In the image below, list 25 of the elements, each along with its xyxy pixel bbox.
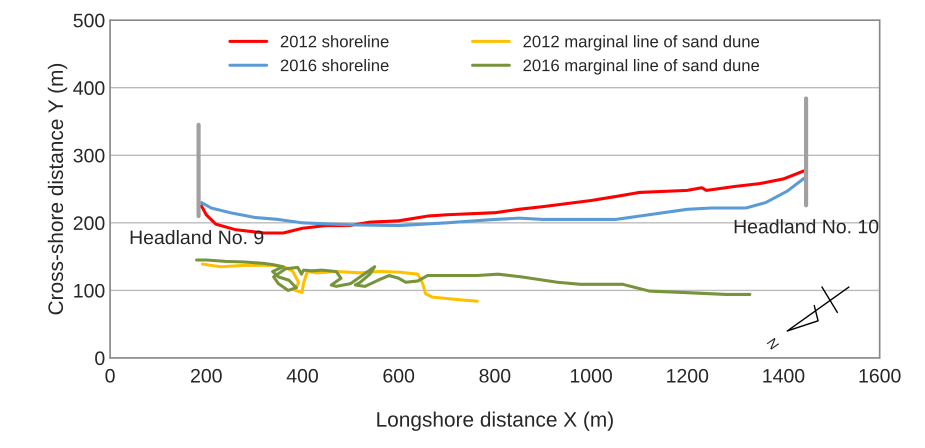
annotation: N [766,338,780,350]
y-tick-label: 100 [74,284,104,298]
y-tick-label: 400 [73,81,104,95]
x-tick-label: 0 [105,368,115,383]
x-tick-label: 200 [191,368,222,383]
legend-label: 2016 marginal line of sand dune [523,59,760,75]
y-tick-label: 200 [74,216,104,230]
annotation: Headland No. 9 [130,230,264,244]
y-tick-label: 0 [95,351,104,366]
legend-label: 2016 shoreline [280,59,389,72]
x-tick-label: 1600 [860,368,901,383]
y-axis-title: Cross-shore distance Y (m) [48,64,68,314]
x-tick-label: 1400 [763,368,804,383]
x-tick-label: 400 [286,368,318,383]
x-tick-label: 800 [480,368,510,383]
legend-label: 2012 shoreline [280,35,389,48]
x-axis-title: Longshore distance X (m) [377,411,613,431]
line-series [195,258,752,296]
y-tick-label: 300 [74,148,104,163]
legend-label: 2012 marginal line of sand dune [523,35,760,51]
x-tick-label: 1200 [667,368,708,383]
y-tick-label: 500 [74,14,104,28]
annotation: Headland No. 10 [734,219,878,234]
x-tick-label: 600 [383,368,414,383]
x-tick-label: 1000 [570,368,612,383]
